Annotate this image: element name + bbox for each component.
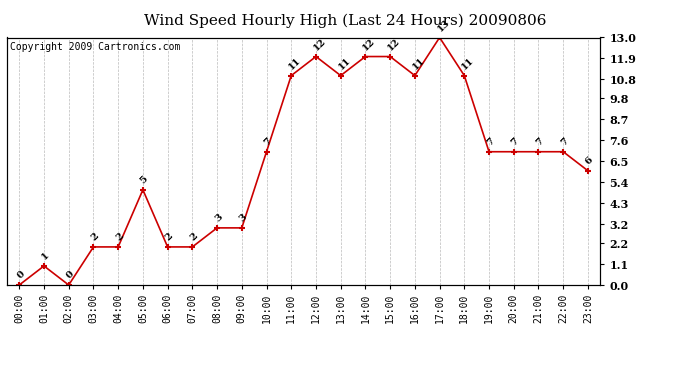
Text: 6: 6 [584,156,595,166]
Text: 2: 2 [114,232,125,243]
Text: Wind Speed Hourly High (Last 24 Hours) 20090806: Wind Speed Hourly High (Last 24 Hours) 2… [144,13,546,27]
Text: 5: 5 [139,174,150,186]
Text: 12: 12 [386,36,402,52]
Text: 11: 11 [287,56,303,71]
Text: 12: 12 [312,36,328,52]
Text: 2: 2 [188,232,199,243]
Text: 7: 7 [510,136,521,148]
Text: 12: 12 [362,36,377,52]
Text: 2: 2 [89,232,101,243]
Text: 11: 11 [411,56,426,71]
Text: 0: 0 [15,270,26,281]
Text: 3: 3 [213,213,224,224]
Text: 0: 0 [65,270,76,281]
Text: 1: 1 [40,251,51,262]
Text: 7: 7 [262,136,273,148]
Text: 11: 11 [337,56,353,71]
Text: Copyright 2009 Cartronics.com: Copyright 2009 Cartronics.com [10,42,180,52]
Text: 3: 3 [237,213,249,224]
Text: 11: 11 [460,56,476,71]
Text: 13: 13 [435,18,451,33]
Text: 2: 2 [164,232,175,243]
Text: 7: 7 [485,136,496,148]
Text: 7: 7 [534,136,546,148]
Text: 7: 7 [559,136,570,148]
